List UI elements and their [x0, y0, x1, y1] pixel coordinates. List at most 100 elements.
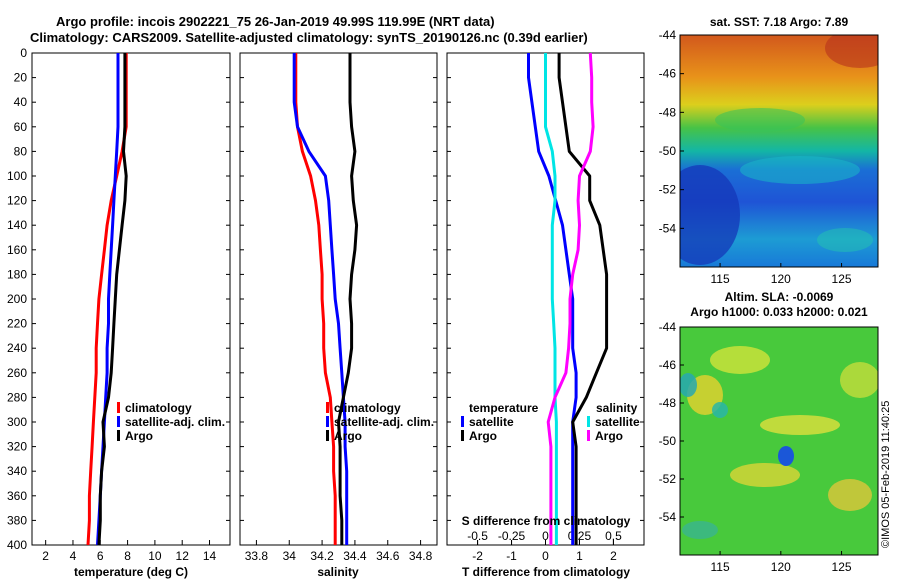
map-y-tick-label: -44 [659, 28, 677, 42]
x-tick-label: 6 [97, 549, 104, 563]
sst-map-axes: 115 120 125 -44 -46 -48 -50 -52 -54 [659, 28, 852, 286]
sst-green-band [715, 108, 805, 132]
x-tick-label: -0.25 [498, 529, 526, 543]
map-y-tick-label: -54 [659, 510, 677, 524]
depth-tick-label: 360 [7, 489, 27, 503]
sla-map-subtitle: Argo h1000: 0.033 h2000: 0.021 [690, 305, 868, 319]
map-y-tick-label: -52 [659, 472, 677, 486]
legend-swatch-climatology [326, 402, 329, 413]
map-y-tick-label: -52 [659, 183, 677, 197]
salinity-legend: climatology satellite-adj. clim. Argo [326, 401, 434, 443]
salinity-xlabel: salinity [317, 565, 359, 579]
map-y-tick-label: -46 [659, 67, 677, 81]
series-line-s-argo [546, 52, 595, 545]
sst-heatmap [680, 35, 878, 267]
depth-tick-label: 140 [7, 218, 27, 232]
sla-high-6 [840, 362, 878, 398]
depth-tick-label: 160 [7, 243, 27, 257]
x-tick-label: 34.4 [343, 549, 367, 563]
sst-warm-patch [825, 35, 878, 68]
sst-teal-patch [817, 228, 873, 252]
salinity-series [292, 53, 359, 545]
map-y-tick-label: -44 [659, 320, 677, 334]
temperature-legend: climatology satellite-adj. clim. Argo [117, 401, 225, 443]
legend-label-s-satellite: satellite [595, 415, 640, 429]
sla-high-1 [710, 346, 770, 374]
legend-label-satellite: satellite-adj. clim. [334, 415, 434, 429]
temperature-x-axis: 2 4 6 8 10 12 14 [42, 540, 217, 563]
sst-front-band [740, 156, 860, 184]
depth-tick-label: 260 [7, 366, 27, 380]
depth-tick-label: 100 [7, 169, 27, 183]
sla-high-3 [760, 415, 840, 435]
depth-tick-label: 40 [14, 95, 28, 109]
difference-legend-temperature: temperature satellite Argo [461, 401, 539, 443]
salinity-panel-frame [239, 52, 438, 546]
legend-label-satellite: satellite-adj. clim. [125, 415, 225, 429]
series-line-satellite-adj-clim- [292, 53, 349, 545]
temperature-series [86, 53, 128, 546]
depth-tick-label: 200 [7, 292, 27, 306]
legend-label-climatology: climatology [125, 401, 192, 415]
legend-swatch-argo [326, 430, 329, 441]
legend-label-argo: Argo [125, 429, 153, 443]
sst-cold-patch [680, 165, 740, 265]
x-tick-label: 0 [542, 529, 549, 543]
temperature-xlabel: temperature (deg C) [74, 565, 188, 579]
depth-tick-label: 340 [7, 464, 27, 478]
depth-tick-label: 60 [14, 120, 28, 134]
depth-tick-label: 240 [7, 341, 27, 355]
depth-axis: 0 20 40 60 80 100 120 140 160 180 200 220 240 260 280 3… [7, 46, 644, 552]
series-line-t-argo [557, 53, 609, 545]
legend-label-argo: Argo [334, 429, 362, 443]
depth-tick-label: 0 [20, 46, 27, 60]
x-tick-label: 33.8 [245, 549, 269, 563]
x-tick-label: 0.5 [605, 529, 622, 543]
sla-map-title: Altim. SLA: -0.0069 [725, 290, 834, 304]
legend-swatch-satellite [326, 416, 329, 427]
x-tick-label: 34.2 [310, 549, 334, 563]
sla-map-axes: 115 120 125 -44 -46 -48 -50 -52 -54 [659, 320, 852, 574]
sla-high-5 [828, 479, 872, 511]
title-line-1: Argo profile: incois 2902221_75 26-Jan-2… [56, 14, 495, 29]
x-tick-label: 14 [203, 549, 217, 563]
legend-label-climatology: climatology [334, 401, 401, 415]
x-tick-label: -1 [506, 549, 517, 563]
map-x-tick-label: 120 [771, 560, 791, 574]
map-x-tick-label: 125 [832, 560, 852, 574]
sla-heatmap [680, 327, 878, 555]
depth-tick-label: 300 [7, 415, 27, 429]
map-x-tick-label: 125 [832, 272, 852, 286]
legend-swatch-climatology [117, 402, 120, 413]
x-tick-label: 2 [42, 549, 49, 563]
legend-swatch-s-argo [587, 430, 590, 441]
depth-tick-label: 320 [7, 440, 27, 454]
depth-tick-label: 120 [7, 194, 27, 208]
temperature-panel-frame [31, 52, 231, 546]
sla-base-field [680, 327, 878, 555]
salinity-x-axis: 33.8 34 34.2 34.4 34.6 34.8 [245, 540, 433, 563]
x-tick-label: 2 [610, 549, 617, 563]
map-y-tick-label: -46 [659, 358, 677, 372]
sla-low-3 [682, 521, 718, 539]
sla-low-2 [680, 373, 697, 397]
map-y-tick-label: -48 [659, 105, 677, 119]
difference-series [527, 52, 609, 545]
legend-label-s-argo: Argo [595, 429, 623, 443]
x-tick-label: 34.8 [409, 549, 433, 563]
series-line-argo [337, 53, 359, 545]
depth-tick-label: 380 [7, 513, 27, 527]
sst-map-title: sat. SST: 7.18 Argo: 7.89 [710, 15, 849, 29]
title-line-2: Climatology: CARS2009. Satellite-adjuste… [30, 30, 588, 45]
legend-label-t-satellite: satellite [469, 415, 514, 429]
legend-swatch-t-argo [461, 430, 464, 441]
depth-tick-label: 280 [7, 390, 27, 404]
depth-tick-label: 20 [14, 71, 28, 85]
map-x-tick-label: 115 [711, 560, 730, 574]
series-line-s-satellite [544, 53, 558, 545]
difference-xlabel: T difference from climatology [462, 565, 630, 579]
series-line-t-satellite [527, 53, 578, 545]
legend-swatch-argo [117, 430, 120, 441]
depth-tick-label: 400 [7, 538, 27, 552]
